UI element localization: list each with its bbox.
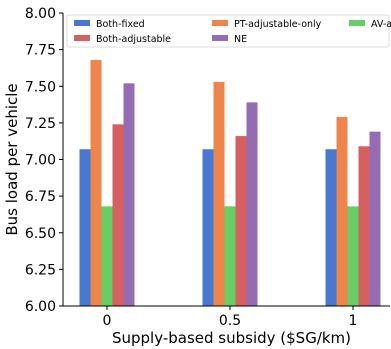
x-tick-label: 1 bbox=[349, 313, 358, 329]
bars-group bbox=[79, 59, 381, 307]
legend-swatch bbox=[74, 35, 90, 41]
x-tick-label: 0 bbox=[103, 313, 112, 329]
bar-pt-adjustable-only-0 bbox=[90, 59, 102, 306]
legend-label: PT-adjustable-only bbox=[234, 19, 322, 30]
bar-both-fixed-0 bbox=[79, 149, 91, 306]
bar-both-adjustable-1 bbox=[235, 136, 247, 306]
bar-both-fixed-1 bbox=[202, 149, 214, 306]
x-tick-label: 0.5 bbox=[219, 313, 241, 329]
legend-label: Both-fixed bbox=[96, 19, 145, 30]
bar-both-adjustable-2 bbox=[358, 146, 370, 306]
y-tick-label: 7.75 bbox=[25, 43, 56, 59]
bar-ne-0 bbox=[123, 83, 135, 306]
legend-label: NE bbox=[234, 34, 247, 45]
bar-av-adjustable-only-0 bbox=[101, 206, 113, 306]
bar-av-adjustable-only-1 bbox=[224, 206, 236, 306]
x-axis-title: Supply-based subsidy ($SG/km) bbox=[112, 329, 351, 347]
legend: Both-fixed PT-adjustable-only AV-adjustabl… bbox=[66, 14, 391, 48]
bar-ne-2 bbox=[369, 131, 381, 306]
y-tick-label: 7.50 bbox=[25, 79, 56, 95]
y-tick-label: 6.75 bbox=[25, 189, 56, 205]
legend-swatch bbox=[349, 20, 365, 26]
y-tick-label: 7.25 bbox=[25, 116, 56, 132]
bar-both-adjustable-0 bbox=[112, 124, 124, 306]
bar-both-fixed-2 bbox=[325, 149, 337, 306]
y-tick-label: 6.25 bbox=[25, 262, 56, 278]
legend-swatch bbox=[74, 20, 90, 26]
y-tick-label: 8.00 bbox=[25, 6, 56, 22]
bar-pt-adjustable-only-2 bbox=[336, 117, 348, 306]
bar-ne-1 bbox=[246, 102, 258, 307]
bar-av-adjustable-only-2 bbox=[347, 206, 359, 306]
y-tick-label: 6.00 bbox=[25, 299, 56, 315]
legend-label: Both-adjustable bbox=[96, 34, 171, 45]
legend-swatch bbox=[212, 20, 228, 26]
y-tick-label: 7.00 bbox=[25, 153, 56, 169]
legend-label: AV-adjustable-only bbox=[371, 19, 391, 30]
legend-frame bbox=[66, 14, 390, 48]
y-tick-label: 6.50 bbox=[25, 226, 56, 242]
y-axis-title: Bus load per vehicle bbox=[3, 83, 21, 235]
bar-pt-adjustable-only-1 bbox=[213, 81, 225, 306]
axes-group: 6.00 6.25 6.50 6.75 7.00 7.25 7.50 7.75 8.00 0 0.5… bbox=[25, 6, 390, 329]
legend-swatch bbox=[212, 35, 228, 41]
